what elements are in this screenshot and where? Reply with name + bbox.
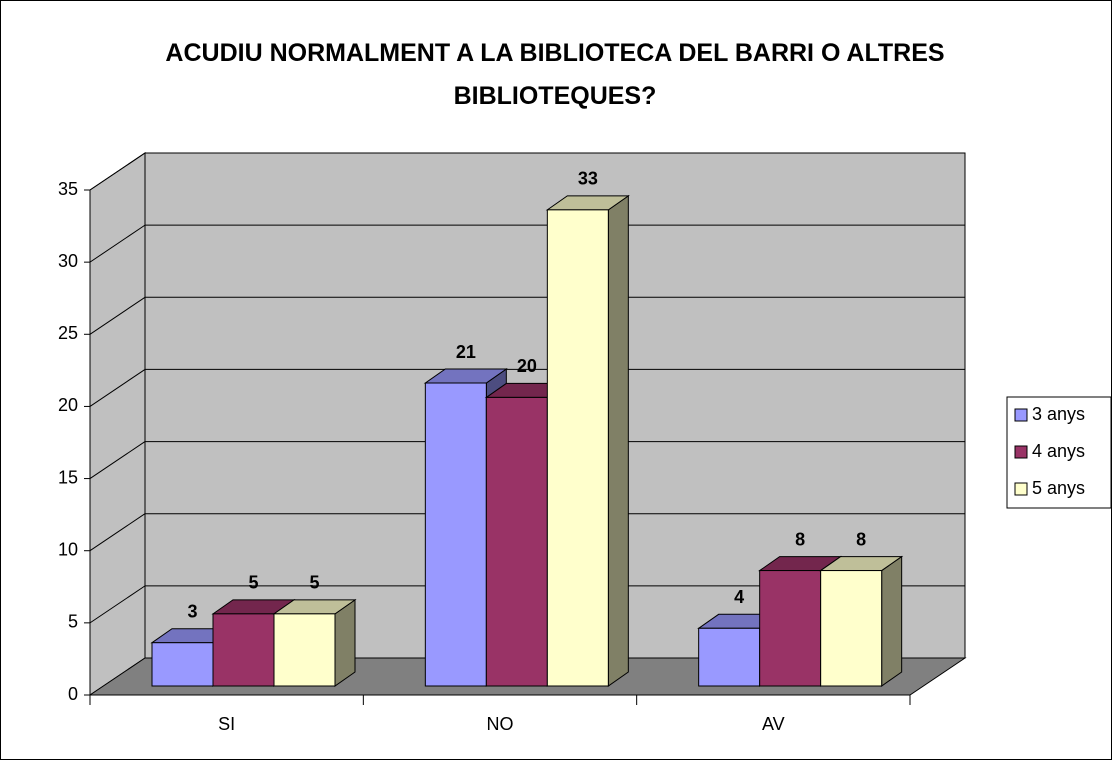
- legend-swatch: [1014, 408, 1028, 422]
- grid-line: [89, 369, 146, 407]
- bar: [759, 570, 822, 687]
- data-label: 21: [456, 342, 476, 362]
- legend-label: 5 anys: [1032, 478, 1085, 498]
- y-tick-label: 25: [58, 323, 78, 343]
- legend-swatch: [1014, 445, 1028, 459]
- bar: [273, 613, 336, 687]
- bar-side: [607, 194, 629, 687]
- bar: [424, 382, 487, 687]
- data-label: 8: [795, 529, 805, 549]
- bar: [151, 642, 214, 687]
- grid-line: [89, 513, 146, 552]
- y-tick-label: 15: [58, 467, 78, 487]
- grid-line: [89, 224, 146, 263]
- data-label: 4: [734, 587, 744, 607]
- data-label: 20: [517, 356, 537, 376]
- grid-line: [89, 152, 146, 191]
- y-tick-label: 0: [68, 684, 78, 704]
- x-tick-label: AV: [762, 714, 785, 734]
- x-tick-label: SI: [218, 714, 235, 734]
- data-label: 5: [309, 573, 319, 593]
- bar: [820, 570, 883, 687]
- y-tick-label: 5: [68, 612, 78, 632]
- bar: [485, 396, 548, 687]
- y-tick-label: 30: [58, 251, 78, 271]
- bar: [212, 613, 275, 687]
- legend-swatch: [1014, 482, 1028, 496]
- data-label: 5: [248, 573, 258, 593]
- y-tick-label: 10: [58, 539, 78, 559]
- chart-title: ACUDIU NORMALMENT A LA BIBLIOTECA DEL BA…: [165, 39, 945, 110]
- data-label: 8: [856, 529, 866, 549]
- grid-line: [89, 296, 146, 335]
- data-label: 3: [187, 601, 197, 621]
- y-tick-label: 35: [58, 179, 78, 199]
- y-tick-label: 20: [58, 395, 78, 415]
- legend-label: 3 anys: [1032, 404, 1085, 424]
- legend-label: 4 anys: [1032, 441, 1085, 461]
- data-label: 33: [578, 169, 598, 189]
- x-tick-label: NO: [487, 714, 514, 734]
- bar: [546, 209, 609, 687]
- bar-side: [334, 598, 356, 687]
- bar-side: [881, 555, 903, 687]
- grid-line: [89, 441, 146, 479]
- side-wall: [89, 152, 146, 696]
- grid-line: [89, 585, 146, 624]
- bar: [698, 627, 761, 687]
